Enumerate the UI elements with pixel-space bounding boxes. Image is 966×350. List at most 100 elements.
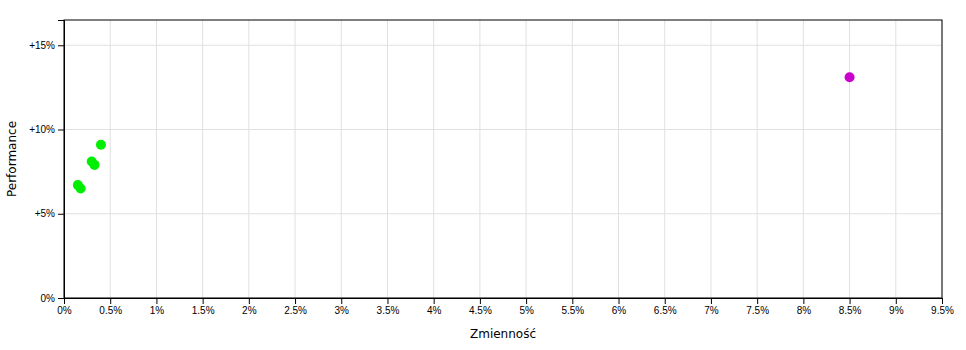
x-tick-mark (803, 298, 804, 304)
y-tick: +5% (35, 208, 64, 219)
grid-line-y (64, 213, 942, 214)
y-tick-label: +10% (29, 124, 55, 135)
x-tick-mark (480, 298, 481, 304)
x-tick: 3.5% (377, 298, 400, 316)
x-axis-line (65, 299, 943, 305)
grid-line-x (849, 20, 850, 298)
x-tick-label: 8% (797, 305, 812, 316)
y-axis: 0% +5% +10% +15% (29, 21, 64, 304)
x-tick-label: 0% (57, 305, 72, 316)
x-tick: 2.5% (284, 298, 307, 316)
x-tick-mark (295, 298, 296, 304)
y-tick-label: +15% (29, 40, 55, 51)
x-tick: 7% (704, 298, 719, 316)
x-tick-mark (249, 298, 250, 304)
x-tick-mark (110, 298, 111, 304)
x-tick: 2% (242, 298, 257, 316)
x-tick: 1.5% (192, 298, 215, 316)
grid-line-x (757, 20, 758, 298)
x-tick-mark (341, 298, 342, 304)
x-tick-label: 8.5% (839, 305, 862, 316)
x-tick-label: 9% (889, 305, 904, 316)
x-tick-label: 5.5% (561, 305, 584, 316)
y-tick-mark (58, 45, 64, 46)
x-tick-label: 1% (150, 305, 165, 316)
y-tick: +10% (29, 124, 64, 135)
x-tick: 8.5% (839, 298, 862, 316)
x-tick-label: 7% (704, 305, 719, 316)
grid-line-x (248, 20, 249, 298)
x-tick-label: 9.5% (931, 305, 954, 316)
point (96, 140, 106, 150)
x-tick-label: 2% (242, 305, 257, 316)
x-tick-mark (757, 298, 758, 304)
grid-line-x (803, 20, 804, 298)
x-tick: 0.5% (99, 298, 122, 316)
x-tick-mark (850, 298, 851, 304)
x-tick-label: 4% (427, 305, 442, 316)
x-tick-label: 5% (519, 305, 534, 316)
grid-line-x (710, 20, 711, 298)
x-tick: 4% (427, 298, 442, 316)
x-tick-mark (434, 298, 435, 304)
x-tick-label: 7.5% (746, 305, 769, 316)
x-tick-mark (387, 298, 388, 304)
plot: 0% 0.5% 1% 1.5% 2% 2.5% 3% 3.5% 4% 4.5% 5% 5.5% 6% 6.… (29, 20, 954, 316)
x-tick: 5% (519, 298, 534, 316)
grid-line-x (572, 20, 573, 298)
x-tick: 8% (797, 298, 812, 316)
x-tick-mark (942, 298, 943, 304)
grid (64, 20, 942, 298)
point (76, 183, 86, 193)
grid-line-x (156, 20, 157, 298)
x-tick: 5.5% (561, 298, 584, 316)
x-tick-label: 1.5% (192, 305, 215, 316)
x-tick-label: 4.5% (469, 305, 492, 316)
x-tick: 7.5% (746, 298, 769, 316)
x-axis-title: Zmienność (470, 327, 536, 341)
grid-line-x (618, 20, 619, 298)
x-tick: 6% (612, 298, 627, 316)
x-tick: 3% (335, 298, 350, 316)
y-tick-label: +5% (35, 208, 55, 219)
series (73, 140, 106, 194)
x-tick: 4.5% (469, 298, 492, 316)
x-tick-mark (203, 298, 204, 304)
x-tick: 1% (150, 298, 165, 316)
y-tick-mark (58, 214, 64, 215)
x-tick-label: 0.5% (99, 305, 122, 316)
grid-line-x (202, 20, 203, 298)
x-tick-mark (665, 298, 666, 304)
x-tick-label: 3% (335, 305, 350, 316)
grid-line-y (64, 45, 942, 46)
grid-line-x (526, 20, 527, 298)
y-tick: 0% (41, 293, 64, 304)
grid-line-x (895, 20, 896, 298)
y-tick: +15% (29, 40, 64, 51)
point (845, 72, 855, 82)
y-tick-label: 0% (41, 293, 56, 304)
grid-line-x (341, 20, 342, 298)
x-axis: 0% 0.5% 1% 1.5% 2% 2.5% 3% 3.5% 4% 4.5% 5% 5.5% 6% 6.… (57, 298, 954, 316)
point (89, 160, 99, 170)
y-tick-mark (58, 130, 64, 131)
x-tick: 6.5% (654, 298, 677, 316)
grid-line-x (433, 20, 434, 298)
x-tick: 9% (889, 298, 904, 316)
grid-line-x (479, 20, 480, 298)
x-tick: 9.5% (931, 298, 954, 316)
y-tick-mark (58, 298, 64, 299)
x-tick-label: 2.5% (284, 305, 307, 316)
series (845, 72, 855, 82)
x-tick-mark (156, 298, 157, 304)
grid-line-x (664, 20, 665, 298)
x-tick-label: 6.5% (654, 305, 677, 316)
y-axis-title: Performance (5, 121, 19, 197)
grid-line-x (295, 20, 296, 298)
x-tick: 0% (57, 298, 72, 316)
x-tick-label: 3.5% (377, 305, 400, 316)
x-tick-mark (572, 298, 573, 304)
grid-line-x (110, 20, 111, 298)
y-axis-line (58, 21, 65, 299)
chart: 0% 0.5% 1% 1.5% 2% 2.5% 3% 3.5% 4% 4.5% 5% 5.5% 6% 6.… (0, 0, 966, 350)
